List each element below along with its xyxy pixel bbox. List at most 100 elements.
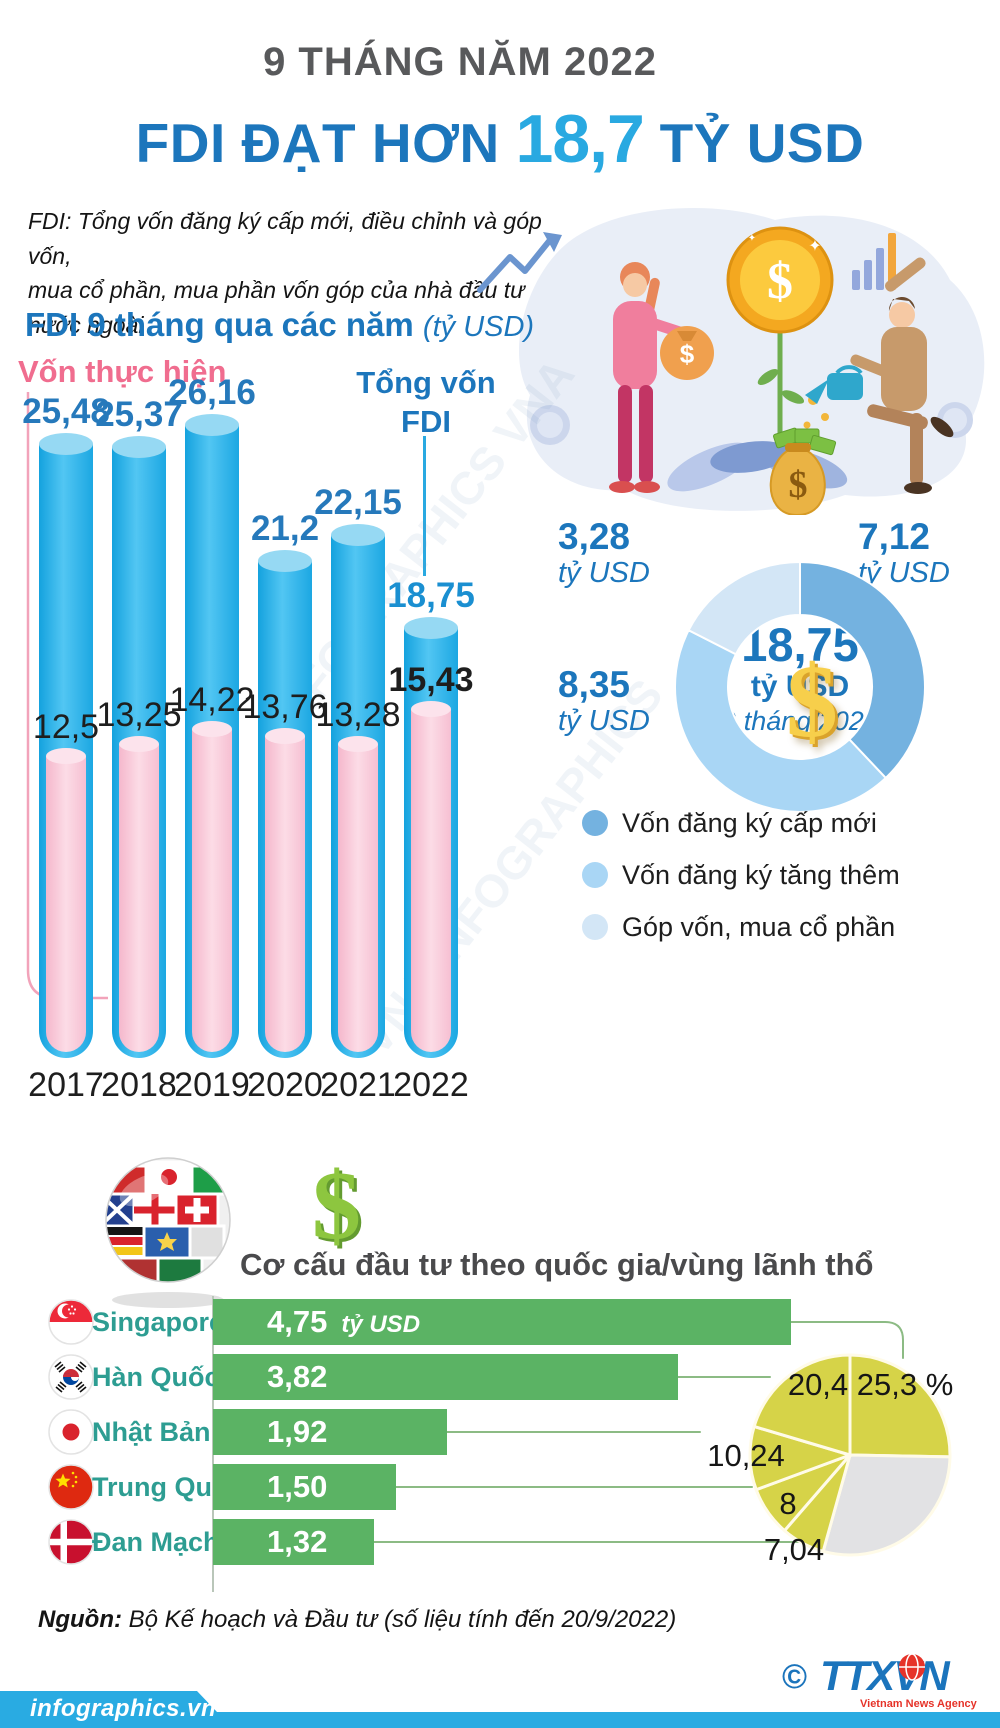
legend-item: Vốn đăng ký tăng thêm — [582, 860, 900, 890]
country-section-title: Cơ cấu đầu tư theo quốc gia/vùng lãnh th… — [240, 1247, 874, 1282]
legend-label: Vốn đăng ký cấp mới — [622, 808, 877, 838]
country-bar-unit: tỷ USD — [341, 1311, 421, 1338]
bar-chart-title: FDI 9 tháng qua các năm (tỷ USD) — [25, 306, 535, 343]
pie-label: 20,4 — [787, 1367, 849, 1402]
watering-can-icon — [805, 365, 863, 404]
copyright-mark: © — [782, 1658, 808, 1696]
series-label-realized: Vốn thực hiện — [18, 354, 227, 389]
total-fdi-bar-top — [39, 433, 93, 455]
country-bar-value: 1,92 — [267, 1414, 328, 1449]
total-fdi-value: 25,37 — [95, 395, 183, 434]
svg-text:✦: ✦ — [748, 233, 756, 244]
total-fdi-bar-top — [331, 524, 385, 546]
country-bar-value: 1,50 — [267, 1469, 328, 1504]
green-dollar-icon: $ — [312, 1152, 361, 1260]
singapore-flag-icon — [48, 1299, 94, 1345]
fdi-definition-note: FDI: Tổng vốn đăng ký cấp mới, điều chỉn… — [28, 208, 542, 338]
legend-dot — [582, 810, 608, 836]
year-label: 2021 — [320, 1066, 396, 1104]
money-plant: $ ✦ ✦ — [726, 226, 834, 440]
site-link[interactable]: infographics.vn — [30, 1695, 217, 1722]
realized-bar-top — [119, 736, 159, 752]
country-bar-value: 4,75 — [267, 1304, 328, 1339]
country-bar: 4,75 tỷ USD — [213, 1299, 791, 1345]
country-name: Nhật Bản — [92, 1417, 211, 1447]
country-share-pie — [748, 1353, 952, 1557]
realized-value: 13,76 — [242, 688, 328, 726]
title-value: 18,7 — [515, 101, 645, 177]
pie-slice — [848, 1353, 952, 1459]
total-fdi-value: 25,48 — [22, 392, 110, 431]
realized-bar — [119, 744, 159, 1052]
country-bar: 1,32 — [213, 1519, 374, 1565]
legend-item: Góp vốn, mua cổ phần — [582, 912, 895, 942]
globe-flags-icon — [105, 1157, 231, 1308]
title-prefix: FDI ĐẠT HƠN — [135, 112, 516, 174]
kicker: 9 THÁNG NĂM 2022 — [263, 40, 657, 84]
year-label: 2022 — [393, 1066, 469, 1104]
series-label-total-fdi: Tổng vốn FDI — [356, 365, 496, 439]
realized-bar — [411, 709, 451, 1052]
svg-text:✦: ✦ — [808, 238, 821, 255]
title-suffix: TỶ USD — [643, 112, 865, 174]
svg-text:Vietnam News Agency: Vietnam News Agency — [860, 1698, 978, 1710]
svg-text:$: $ — [789, 464, 808, 506]
donut-callout-tang-them: 8,35 tỷ USD — [558, 664, 650, 737]
đan-mạch-flag-icon — [48, 1519, 94, 1565]
nhật-bản-flag-icon — [48, 1409, 94, 1455]
country-bar: 3,82 — [213, 1354, 678, 1400]
country-bar-value: 3,82 — [267, 1359, 328, 1394]
realized-bar-top — [411, 701, 451, 717]
realized-bar-top — [46, 748, 86, 764]
trung-quốc-flag-icon — [48, 1464, 94, 1510]
legend-label: Vốn đăng ký tăng thêm — [622, 860, 900, 890]
hàn-quốc-flag-icon — [48, 1354, 94, 1400]
donut-callout-gop-von: 3,28 tỷ USD — [558, 516, 650, 589]
legend-item: Vốn đăng ký cấp mới — [582, 808, 882, 838]
realized-bar — [338, 744, 378, 1052]
donut-center-text: 18,75 tỷ USD 9 tháng/2022 — [721, 618, 879, 737]
legend-label: Góp vốn, mua cổ phần — [622, 912, 896, 942]
total-fdi-leader-line — [423, 436, 426, 576]
donut-slice — [799, 560, 926, 780]
total-fdi-value: 18,75 — [387, 576, 475, 615]
gold-dollar-icon: $ — [786, 644, 838, 759]
country-bar: 1,92 — [213, 1409, 447, 1455]
svg-text:$: $ — [767, 253, 793, 310]
page-title: FDI ĐẠT HƠN 18,7 TỶ USD — [0, 100, 1000, 178]
realized-bar-top — [265, 728, 305, 744]
country-name: Hàn Quốc — [92, 1362, 220, 1392]
country-bar: 1,50 — [213, 1464, 396, 1510]
realized-bar — [265, 736, 305, 1052]
year-label: 2020 — [247, 1066, 323, 1104]
year-label: 2018 — [101, 1066, 177, 1104]
total-fdi-value: 21,2 — [250, 509, 320, 548]
man-figure — [805, 257, 954, 494]
year-label: 2017 — [28, 1066, 104, 1104]
year-label: 2019 — [174, 1066, 250, 1104]
realized-value: 14,22 — [169, 681, 255, 719]
donut-slice — [687, 560, 801, 656]
country-bar-value: 1,32 — [267, 1524, 328, 1559]
total-fdi-bar-top — [404, 617, 458, 639]
realized-bar-top — [192, 721, 232, 737]
growth-arrow-icon — [477, 232, 562, 293]
realized-value: 12,5 — [32, 708, 100, 746]
total-fdi-value: 26,16 — [168, 373, 256, 412]
realized-value: 13,25 — [96, 696, 182, 734]
total-fdi-value: 22,15 — [314, 483, 402, 522]
total-fdi-bar-top — [112, 436, 166, 458]
donut-slice — [674, 628, 888, 813]
pie-slice — [752, 1353, 852, 1458]
svg-text:$: $ — [680, 339, 695, 369]
woman-figure: $ — [609, 262, 714, 493]
source-note: Nguồn: Bộ Kế hoạch và Đầu tư (số liệu tí… — [38, 1606, 677, 1633]
svg-text:TTXVN: TTXVN — [820, 1652, 951, 1699]
country-name: Đan Mạch — [92, 1527, 220, 1557]
country-name: Singapore — [92, 1307, 225, 1337]
bar-chart-icon — [852, 233, 896, 290]
realized-value: 13,28 — [315, 696, 401, 734]
investment-illustration: $ ✦ ✦ $ — [477, 208, 985, 515]
pie-slice — [821, 1453, 952, 1557]
money-bag-icon: $ — [769, 427, 837, 515]
